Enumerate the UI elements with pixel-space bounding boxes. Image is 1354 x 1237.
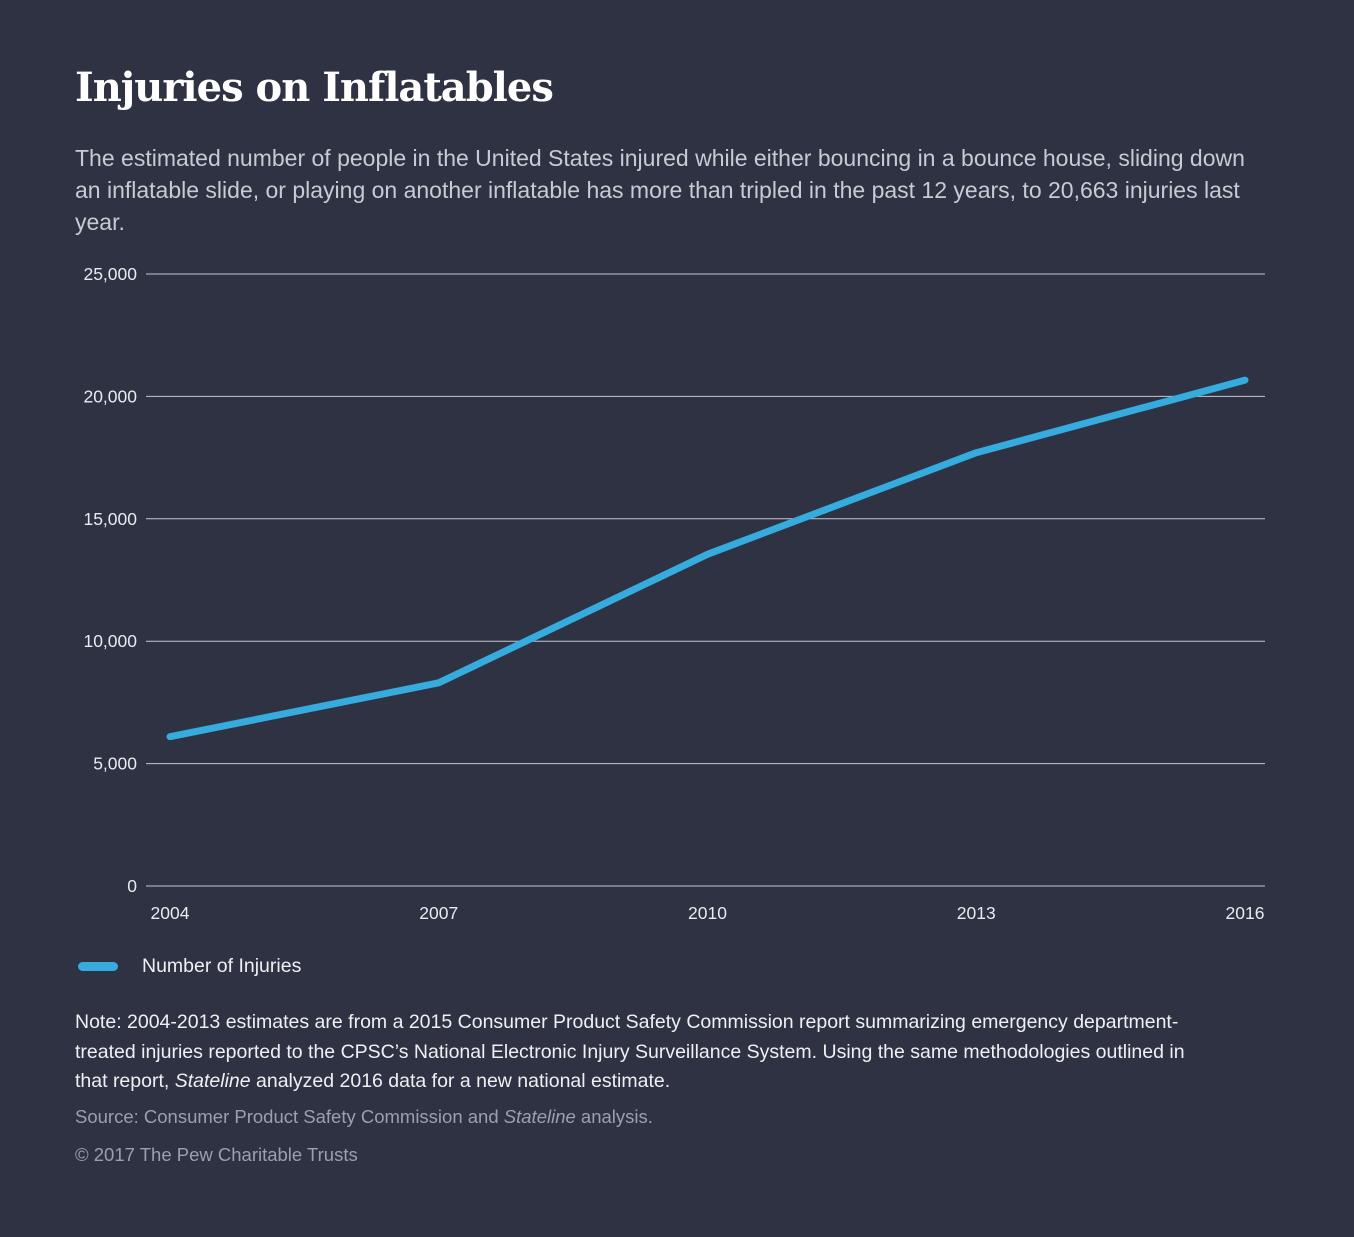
x-axis-tick-label: 2016 (1226, 903, 1265, 923)
chart-note: Note: 2004-2013 estimates are from a 201… (75, 1008, 1185, 1097)
y-axis-tick-label: 25,000 (83, 264, 137, 284)
note-text-suffix: analyzed 2016 data for a new national es… (250, 1070, 671, 1092)
chart-subtitle: The estimated number of people in the Un… (75, 145, 1245, 235)
source-text-suffix: analysis. (575, 1106, 653, 1127)
chart-legend: Number of Injuries (78, 952, 301, 980)
copyright-line: © 2017 The Pew Charitable Trusts (75, 1144, 358, 1165)
x-axis-tick-label: 2013 (957, 903, 996, 923)
note-stateline-italic: Stateline (174, 1070, 251, 1092)
y-axis-tick-label: 15,000 (83, 509, 137, 529)
y-axis-tick-label: 20,000 (83, 386, 137, 406)
legend-label: Number of Injuries (142, 954, 302, 977)
source-stateline-italic: Stateline (503, 1106, 576, 1127)
source-line: Source: Consumer Product Safety Commissi… (75, 1106, 653, 1128)
injuries-line (166, 376, 1249, 741)
y-axis-tick-label: 0 (127, 876, 137, 896)
x-axis-tick-label: 2007 (419, 903, 458, 923)
x-axis-tick-label: 2010 (688, 903, 727, 923)
y-axis-tick-label: 5,000 (93, 754, 137, 774)
legend-line-swatch (78, 961, 118, 971)
page-title: Injuries on Inflatables (75, 64, 554, 111)
source-text: Source: Consumer Product Safety Commissi… (75, 1106, 504, 1127)
x-axis-tick-label: 2004 (151, 903, 190, 923)
y-axis-tick-label: 10,000 (83, 631, 137, 651)
note-text: Note: 2004-2013 estimates are from a 201… (75, 1011, 1185, 1092)
